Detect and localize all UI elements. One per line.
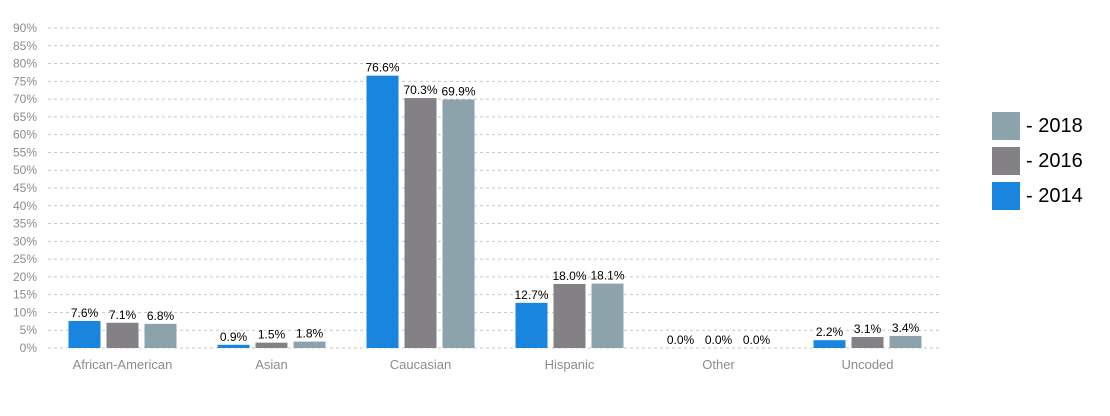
y-tick-label: 60% [13, 128, 37, 142]
data-label: 0.0% [705, 333, 733, 347]
bar [515, 302, 548, 348]
data-label: 0.0% [743, 333, 771, 347]
x-axis-categories: African-American Asian Caucasian Hispanic Ot… [73, 357, 894, 372]
x-category-label: Asian [255, 357, 288, 372]
legend-label: - 2018 [1026, 114, 1083, 137]
legend-item: - 2016 [992, 147, 1083, 175]
data-labels: 7.6% 7.1% 6.8% 0.9% 1.5% 1.8% 76.6% 70.3% 69.9% 1… [71, 61, 920, 347]
data-label: 1.5% [258, 328, 286, 342]
bar [553, 284, 586, 348]
x-category-label: Hispanic [545, 357, 595, 372]
data-label: 70.3% [403, 83, 437, 97]
y-tick-label: 55% [13, 145, 37, 159]
x-category-label: Uncoded [841, 357, 893, 372]
data-label: 18.1% [590, 269, 624, 283]
bar [366, 75, 399, 349]
y-tick-label: 10% [13, 305, 37, 319]
bars [68, 75, 922, 349]
bar [293, 341, 326, 348]
y-tick-label: 75% [13, 74, 37, 88]
data-label: 76.6% [365, 61, 399, 75]
bar [404, 98, 437, 349]
y-tick-label: 90% [13, 21, 37, 35]
bar [591, 283, 624, 348]
y-tick-label: 15% [13, 288, 37, 302]
y-tick-label: 25% [13, 252, 37, 266]
bar [255, 342, 288, 348]
legend-swatch [992, 182, 1020, 210]
legend-item: - 2018 [992, 112, 1083, 140]
bar [217, 344, 250, 348]
y-axis-ticks: 0% 5% 10% 15% 20% 25% 30% 35% 40% 45% 50% 55% 60% 65%… [13, 21, 37, 355]
bar [144, 323, 177, 348]
y-tick-label: 20% [13, 270, 37, 284]
bar-chart: 0% 5% 10% 15% 20% 25% 30% 35% 40% 45% 50% 55% 60% 65%… [13, 21, 942, 372]
data-label: 18.0% [552, 269, 586, 283]
x-category-label: Other [702, 357, 735, 372]
legend-item: - 2014 [992, 182, 1083, 210]
data-label: 0.0% [667, 333, 695, 347]
data-label: 1.8% [296, 327, 324, 341]
gridlines [48, 27, 942, 349]
legend-swatch [992, 147, 1020, 175]
y-tick-label: 40% [13, 199, 37, 213]
y-tick-label: 0% [20, 341, 38, 355]
bar [68, 320, 101, 348]
bar [106, 322, 139, 348]
y-tick-label: 65% [13, 110, 37, 124]
y-tick-label: 45% [13, 181, 37, 195]
bar [851, 336, 884, 348]
y-tick-label: 5% [20, 323, 38, 337]
bar [813, 340, 846, 348]
y-tick-label: 80% [13, 57, 37, 71]
x-category-label: African-American [73, 357, 173, 372]
legend: - 2018 - 2016 - 2014 [992, 112, 1083, 217]
data-label: 0.9% [220, 330, 248, 344]
legend-swatch [992, 112, 1020, 140]
bar [442, 99, 475, 348]
data-label: 3.4% [892, 321, 920, 335]
data-label: 7.1% [109, 308, 137, 322]
y-tick-label: 50% [13, 163, 37, 177]
y-tick-label: 70% [13, 92, 37, 106]
data-label: 6.8% [147, 309, 175, 323]
x-category-label: Caucasian [390, 357, 451, 372]
data-label: 2.2% [816, 325, 844, 339]
y-tick-label: 35% [13, 217, 37, 231]
data-label: 7.6% [71, 306, 99, 320]
y-tick-label: 30% [13, 234, 37, 248]
legend-label: - 2016 [1026, 149, 1083, 172]
y-tick-label: 85% [13, 39, 37, 53]
data-label: 69.9% [441, 84, 475, 98]
legend-label: - 2014 [1026, 184, 1083, 207]
bar [889, 335, 922, 348]
data-label: 3.1% [854, 322, 882, 336]
data-label: 12.7% [514, 288, 548, 302]
